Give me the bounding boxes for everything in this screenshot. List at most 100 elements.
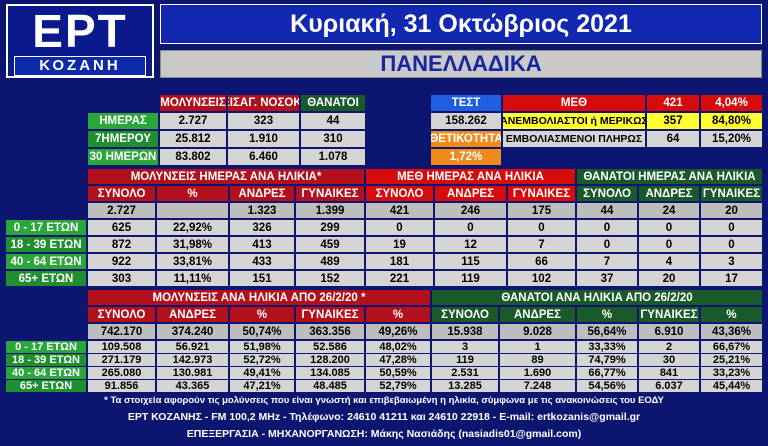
cumulative-cell: 52,72% [230, 354, 294, 366]
cumulative-cell: 1 [500, 341, 575, 353]
icu-unvaccinated-value: 357 [647, 113, 699, 129]
cumulative-cell: 271.179 [88, 354, 155, 366]
daily-cell: 0 [701, 237, 762, 252]
cumulative-row-label: 40 - 64 ΕΤΩΝ [6, 367, 86, 379]
daily-total-cell: 246 [435, 203, 506, 218]
daily-subheader: % [157, 186, 228, 201]
cumulative-cell: 265.080 [88, 367, 155, 379]
daily-cell: 0 [366, 220, 433, 235]
summary-cell: 25.812 [160, 131, 226, 147]
daily-deaths-group-header: ΘΑΝΑΤΟΙ ΗΜΕΡΑΣ ΑΝΑ ΗΛΙΚΙΑ [577, 169, 762, 184]
cumulative-cell: 52.586 [296, 341, 364, 353]
daily-cell: 181 [366, 254, 433, 269]
icu-vaccinated-label: ΕΜΒΟΛΙΑΣΜΕΝΟΙ ΠΛΗΡΩΣ [503, 131, 645, 147]
daily-cell: 66 [508, 254, 575, 269]
positivity-label: ΘΕΤΙΚΟΤΗΤΑ [431, 131, 501, 147]
summary-cell: 323 [228, 113, 299, 129]
daily-cell: 0 [435, 220, 506, 235]
daily-cell: 7 [508, 237, 575, 252]
daily-cell: 872 [88, 237, 155, 252]
cumulative-infections-group-header: ΜΟΛΥΝΣΕΙΣ ΑΝΑ ΗΛΙΚΙΑ ΑΠΟ 26/2/20 * [88, 290, 430, 305]
cumulative-cell: 2 [639, 341, 699, 353]
cumulative-cell: 33,33% [577, 341, 637, 353]
daily-cell: 22,92% [157, 220, 228, 235]
icu-total-pct: 4,04% [701, 95, 762, 111]
summary-header-infections: ΜΟΛΥΝΣΕΙΣ [160, 95, 226, 111]
cumulative-cell: 841 [639, 367, 699, 379]
cumulative-cell: 25,21% [701, 354, 762, 366]
region-title: ΠΑΝΕΛΛΑΔΙΚΑ [160, 50, 762, 78]
daily-total-cell [157, 203, 228, 218]
daily-cell: 625 [88, 220, 155, 235]
cumulative-row-label: 0 - 17 ΕΤΩΝ [6, 341, 86, 353]
summary-header-deaths: ΘΑΝΑΤΟΙ [301, 95, 365, 111]
cumulative-cell: 47,21% [230, 380, 294, 392]
daily-cell: 20 [639, 271, 699, 286]
daily-cell: 152 [296, 271, 364, 286]
summary-cell: 2.727 [160, 113, 226, 129]
footer-contact: ΕΡΤ ΚΟΖΑΝΗΣ - FM 100,2 MHz - Τηλέφωνο: 2… [127, 411, 641, 423]
daily-cell: 299 [296, 220, 364, 235]
daily-subheader: ΑΝΔΡΕΣ [639, 186, 699, 201]
cumulative-cell: 91.856 [88, 380, 155, 392]
daily-subheader: ΓΥΝΑΙΚΕΣ [296, 186, 364, 201]
cumulative-cell: 7.248 [500, 380, 575, 392]
daily-cell: 413 [230, 237, 294, 252]
cumulative-cell: 2.531 [432, 367, 498, 379]
cumulative-subheader: ΑΝΔΡΕΣ [157, 307, 228, 322]
icu-unvaccinated-label: ΑΝΕΜΒΟΛΙΑΣΤΟΙ ή ΜΕΡΙΚΩΣ [503, 113, 645, 129]
cumulative-cell: 89 [500, 354, 575, 366]
summary-row-label: ΗΜΕΡΑΣ [88, 113, 158, 129]
cumulative-total-cell: 6.910 [639, 324, 699, 339]
daily-cell: 303 [88, 271, 155, 286]
summary-cell: 1.910 [228, 131, 299, 147]
cumulative-cell: 52,79% [366, 380, 430, 392]
cumulative-cell: 109.508 [88, 341, 155, 353]
cumulative-subheader: % [701, 307, 762, 322]
cumulative-total-cell: 9.028 [500, 324, 575, 339]
cumulative-cell: 119 [432, 354, 498, 366]
date-title: Κυριακή, 31 Οκτώβριος 2021 [160, 4, 762, 44]
cumulative-cell: 43.365 [157, 380, 228, 392]
cumulative-cell: 142.973 [157, 354, 228, 366]
cumulative-row-label: 65+ ΕΤΩΝ [6, 380, 86, 392]
cumulative-subheader: % [577, 307, 637, 322]
daily-cell: 151 [230, 271, 294, 286]
cumulative-cell: 1.690 [500, 367, 575, 379]
daily-cell: 102 [508, 271, 575, 286]
daily-subheader: ΣΥΝΟΛΟ [88, 186, 155, 201]
footer-credits: ΕΠΕΞΕΡΓΑΣΙΑ - ΜΗΧΑΝΟΡΓΑΝΩΣΗ: Μάκης Νασιά… [186, 428, 582, 440]
daily-cell: 33,81% [157, 254, 228, 269]
cumulative-total-cell: 363.356 [296, 324, 364, 339]
daily-cell: 3 [701, 254, 762, 269]
cumulative-subheader: ΣΥΝΟΛΟ [432, 307, 498, 322]
cumulative-cell: 6.037 [639, 380, 699, 392]
logo-main-text: ΕΡΤ [32, 5, 128, 57]
cumulative-total-cell: 49,26% [366, 324, 430, 339]
daily-total-cell: 44 [577, 203, 637, 218]
daily-cell: 326 [230, 220, 294, 235]
cumulative-cell: 48,02% [366, 341, 430, 353]
icu-label: ΜΕΘ [503, 95, 645, 111]
daily-total-cell: 20 [701, 203, 762, 218]
daily-cell: 221 [366, 271, 433, 286]
icu-vaccinated-value: 64 [647, 131, 699, 147]
daily-total-cell: 175 [508, 203, 575, 218]
daily-cell: 0 [577, 237, 637, 252]
cumulative-cell: 50,59% [366, 367, 430, 379]
cumulative-cell: 3 [432, 341, 498, 353]
summary-cell: 44 [301, 113, 365, 129]
daily-row-label: 65+ ΕΤΩΝ [6, 271, 86, 286]
daily-cell: 4 [639, 254, 699, 269]
ert-logo: ΕΡΤ ΚΟΖΑΝΗ [6, 4, 154, 78]
summary-cell: 1.078 [301, 149, 365, 165]
cumulative-total-cell: 56,64% [577, 324, 637, 339]
cumulative-cell: 51,98% [230, 341, 294, 353]
daily-cell: 12 [435, 237, 506, 252]
daily-total-cell: 1.399 [296, 203, 364, 218]
icu-unvaccinated-pct: 84,80% [701, 113, 762, 129]
cumulative-subheader: % [230, 307, 294, 322]
cumulative-cell: 130.981 [157, 367, 228, 379]
daily-subheader: ΣΥΝΟΛΟ [577, 186, 637, 201]
cumulative-cell: 74,79% [577, 354, 637, 366]
